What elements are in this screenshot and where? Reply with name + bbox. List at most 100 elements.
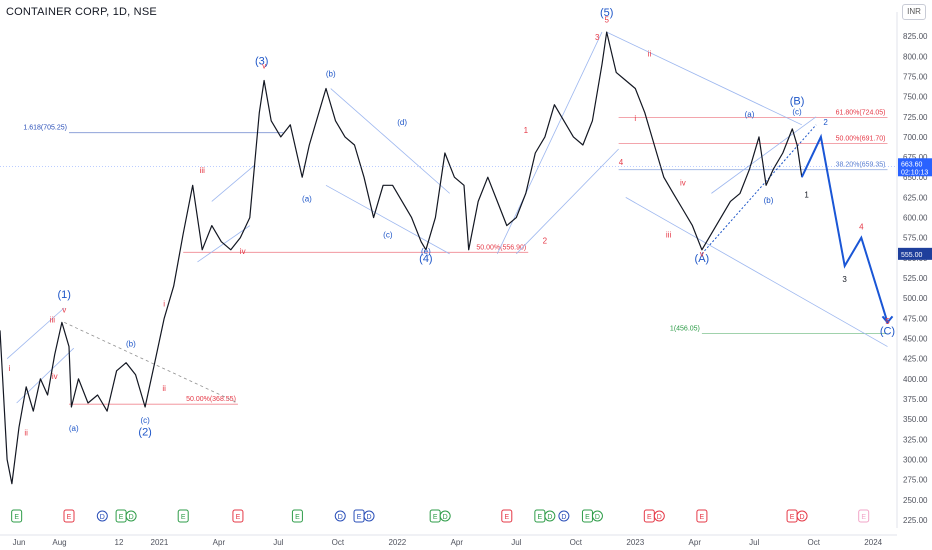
event-marker-label: D (443, 514, 448, 521)
y-tick-label: 800.00 (903, 52, 928, 61)
wave-label: iii (200, 166, 206, 175)
earnings-marker (232, 509, 244, 523)
event-marker-label: D (100, 514, 105, 521)
fib-level-label: 61.80%(724.05) (836, 110, 886, 117)
x-tick-label: Apr (451, 538, 464, 547)
wave-label: ii (24, 428, 28, 437)
wave-label: v (62, 306, 66, 315)
event-marker-label: D (367, 514, 372, 521)
last-price-countdown: 02:10:13 (901, 169, 928, 176)
event-marker-label: E (119, 514, 124, 521)
trend-channel-line (711, 116, 817, 194)
wave-label: iii (666, 231, 672, 240)
x-tick-label: Jul (511, 538, 521, 547)
y-tick-label: 725.00 (903, 113, 928, 122)
event-marker-label: E (504, 514, 509, 521)
y-tick-label: 650.00 (903, 173, 928, 182)
event-marker-label: E (861, 514, 866, 521)
wave-label: 2 (543, 236, 548, 245)
wave-label: iv (240, 247, 246, 256)
wave-label: 5 (885, 317, 890, 326)
wave-label: (A) (695, 253, 710, 265)
event-marker-label: D (595, 514, 600, 521)
y-tick-label: 700.00 (903, 133, 928, 142)
fib-level-label: 38.20%(659.35) (836, 162, 886, 169)
trend-channel-line (625, 197, 888, 347)
x-tick-label: Jul (273, 538, 283, 547)
x-tick-label: Jul (749, 538, 759, 547)
wave-label: i (634, 114, 636, 123)
channels-layer (6, 31, 888, 404)
wave-label: (a) (302, 194, 312, 203)
trend-channel-line (16, 347, 75, 404)
y-tick-label: 425.00 (903, 355, 928, 364)
wave-label: (5) (600, 7, 613, 19)
y-tick-label: 575.00 (903, 234, 928, 243)
wave-label: ii (648, 49, 652, 58)
event-marker-label: E (790, 514, 795, 521)
x-tick-label: Oct (570, 538, 583, 547)
fib-level-label: 1(456.05) (670, 326, 700, 333)
wave-labels-layer: (1) (2) (3) (4) (5) (A) (B) (C) (a) (b) (c) (a) (b) (… (9, 7, 895, 438)
x-tick-label: Apr (689, 538, 702, 547)
event-marker-label: E (357, 514, 362, 521)
wave-label: i (163, 299, 165, 308)
wave-label: (1) (58, 289, 71, 301)
wave-label: 3 (595, 33, 600, 42)
dotted-support-line (701, 124, 817, 255)
event-marker-label: E (181, 514, 186, 521)
wave-label: (d) (397, 118, 407, 127)
wave-label: (c) (140, 416, 150, 425)
dividend-marker (653, 510, 665, 522)
currency-badge[interactable]: INR (902, 4, 926, 20)
wave-label: v (262, 61, 266, 70)
event-marker-label: E (14, 514, 19, 521)
wave-label: (3) (255, 55, 268, 67)
axes-layer: 825.00 800.00 775.00 750.00 725.00 700.00 675.… (0, 12, 932, 547)
price-series-line (0, 31, 803, 485)
trend-channel-line (496, 31, 603, 255)
y-tick-label: 625.00 (903, 193, 928, 202)
last-price-badge (898, 158, 932, 177)
event-marker-label: E (647, 514, 652, 521)
earnings-marker (291, 509, 303, 523)
dashed-trend-line (64, 322, 239, 404)
x-tick-label: 2022 (388, 538, 406, 547)
event-marker-label: D (800, 514, 805, 521)
event-marker-label: E (295, 514, 300, 521)
dividend-marker (96, 510, 108, 522)
fib-level-label: 50.00%(691.70) (836, 136, 886, 143)
dividend-marker (591, 510, 603, 522)
wave-label: 3 (842, 275, 847, 284)
event-marker-label: E (585, 514, 590, 521)
x-tick-label: 2021 (151, 538, 169, 547)
trend-channel-line (211, 164, 255, 202)
wave-label: ii (162, 384, 166, 393)
dividend-marker (544, 510, 556, 522)
y-tick-label: 525.00 (903, 274, 928, 283)
wave-label: (a) (745, 110, 755, 119)
wave-label: (b) (126, 340, 136, 349)
wave-label: (4) (419, 253, 432, 265)
y-tick-label: 350.00 (903, 415, 928, 424)
event-marker-label: D (561, 514, 566, 521)
trend-channel-line (516, 148, 619, 255)
event-marker-label: E (433, 514, 438, 521)
x-tick-label: 2023 (626, 538, 644, 547)
event-marker-label: E (700, 514, 705, 521)
wave-label: 5 (604, 15, 609, 24)
y-tick-label: 475.00 (903, 314, 928, 323)
wave-label: (b) (326, 69, 336, 78)
earnings-marker (63, 509, 75, 523)
fib-level-label: 50.00%(368.55) (186, 396, 236, 403)
wave-label: (2) (138, 426, 151, 438)
marked-price-badge (898, 247, 932, 260)
fib-level-label: 1.618(705.25) (23, 125, 67, 132)
y-tick-label: 825.00 (903, 32, 928, 41)
wave-label: (b) (764, 196, 774, 205)
forecast-path (800, 133, 889, 323)
wave-label: (a) (69, 424, 79, 433)
y-tick-label: 675.00 (903, 153, 928, 162)
